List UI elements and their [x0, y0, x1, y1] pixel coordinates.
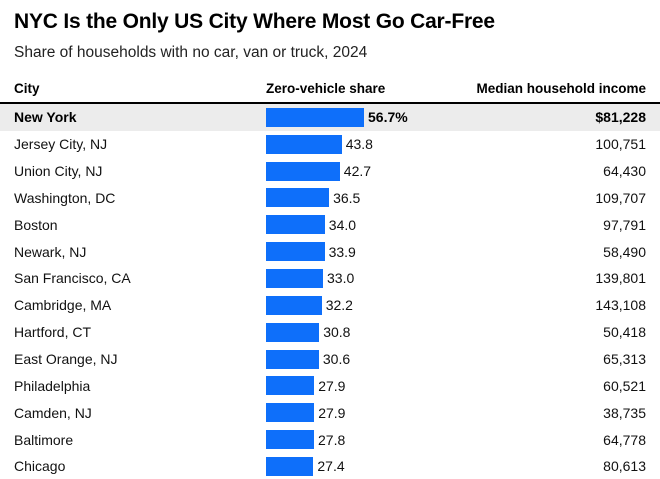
zero-vehicle-share-bar: [266, 322, 320, 342]
city-label: Baltimore: [14, 431, 74, 448]
median-income-value: 64,778: [603, 431, 646, 448]
zero-vehicle-share-bar: [266, 295, 322, 315]
zero-vehicle-share-cell: 30.8: [266, 319, 456, 346]
zero-vehicle-share-value: 33.9: [328, 243, 356, 260]
median-income-value: 65,313: [603, 351, 646, 368]
zero-vehicle-share-bar: [266, 107, 364, 127]
zero-vehicle-share-cell: 34.0: [266, 211, 456, 238]
median-income-value: 100,751: [595, 136, 646, 153]
table-row: Camden, NJ 27.9 38,735: [0, 399, 660, 426]
zero-vehicle-share-cell: 42.7: [266, 158, 456, 185]
city-label: Camden, NJ: [14, 404, 92, 421]
city-label: Cambridge, MA: [14, 297, 112, 314]
table-row: Hartford, CT 30.8 50,418: [0, 319, 660, 346]
zero-vehicle-share-cell: 27.8: [266, 426, 456, 453]
median-income-value: 38,735: [603, 404, 646, 421]
table-row: Union City, NJ 42.7 64,430: [0, 158, 660, 185]
zero-vehicle-share-bar: [266, 376, 315, 396]
chart-subtitle: Share of households with no car, van or …: [14, 44, 368, 61]
zero-vehicle-share-value: 33.0: [327, 270, 355, 287]
zero-vehicle-share-bar: [266, 456, 314, 476]
zero-vehicle-share-value: 36.5: [333, 189, 361, 206]
median-income-value: 80,613: [603, 458, 646, 475]
table-row: Baltimore 27.8 64,778: [0, 426, 660, 453]
city-label: Newark, NJ: [14, 243, 87, 260]
median-income-value: 97,791: [603, 216, 646, 233]
zero-vehicle-share-value: 27.9: [318, 404, 346, 421]
zero-vehicle-share-value: 34.0: [328, 216, 357, 233]
city-label: Philadelphia: [14, 377, 91, 394]
median-income-value: $81,228: [595, 109, 646, 126]
zero-vehicle-share-cell: 43.8: [266, 131, 456, 158]
zero-vehicle-share-bar: [266, 268, 323, 288]
zero-vehicle-share-bar: [266, 188, 330, 208]
zero-vehicle-share-value: 32.2: [325, 297, 353, 314]
zero-vehicle-share-bar: [266, 403, 315, 423]
zero-vehicle-share-value: 56.7%: [368, 109, 408, 126]
column-header-city: City: [14, 81, 40, 96]
zero-vehicle-share-cell: 56.7%: [266, 104, 456, 131]
zero-vehicle-share-bar: [266, 349, 319, 369]
median-income-value: 109,707: [595, 189, 646, 206]
zero-vehicle-share-value: 30.8: [323, 324, 351, 341]
table-row: Philadelphia 27.9 60,521: [0, 372, 660, 399]
median-income-value: 58,490: [603, 243, 646, 260]
zero-vehicle-share-cell: 33.0: [266, 265, 456, 292]
zero-vehicle-share-cell: 33.9: [266, 238, 456, 265]
zero-vehicle-share-bar: [266, 430, 314, 450]
zero-vehicle-share-cell: 30.6: [266, 346, 456, 373]
median-income-value: 60,521: [603, 377, 646, 394]
chart-title: NYC Is the Only US City Where Most Go Ca…: [14, 10, 495, 33]
median-income-value: 64,430: [603, 163, 646, 180]
zero-vehicle-share-cell: 27.9: [266, 399, 456, 426]
table-row: Washington, DC 36.5 109,707: [0, 185, 660, 212]
table-row: Boston 34.0 97,791: [0, 211, 660, 238]
zero-vehicle-share-value: 43.8: [345, 136, 373, 153]
zero-vehicle-share-value: 27.9: [318, 377, 346, 394]
column-header-zero-vehicle-share: Zero-vehicle share: [266, 81, 386, 96]
zero-vehicle-share-bar: [266, 242, 325, 262]
city-label: East Orange, NJ: [14, 351, 118, 368]
median-income-value: 143,108: [595, 297, 646, 314]
city-label: Washington, DC: [14, 189, 116, 206]
table-row: New York 56.7% $81,228: [0, 104, 660, 131]
city-label: Boston: [14, 216, 58, 233]
zero-vehicle-share-value: 42.7: [343, 163, 372, 180]
table-row: Cambridge, MA 32.2 143,108: [0, 292, 660, 319]
city-label: Chicago: [14, 458, 66, 475]
zero-vehicle-share-cell: 27.4: [266, 453, 456, 479]
median-income-value: 139,801: [595, 270, 646, 287]
city-label: Hartford, CT: [14, 324, 92, 341]
zero-vehicle-share-bar: [266, 215, 325, 235]
zero-vehicle-share-cell: 32.2: [266, 292, 456, 319]
zero-vehicle-share-bar: [266, 134, 342, 154]
table-row: San Francisco, CA 33.0 139,801: [0, 265, 660, 292]
table-body: New York 56.7% $81,228 Jersey City, NJ 43.8 1…: [0, 104, 660, 479]
table-row: Newark, NJ 33.9 58,490: [0, 238, 660, 265]
table-row: East Orange, NJ 30.6 65,313: [0, 346, 660, 373]
table-row: Jersey City, NJ 43.8 100,751: [0, 131, 660, 158]
zero-vehicle-share-cell: 27.9: [266, 372, 456, 399]
city-label: Union City, NJ: [14, 163, 103, 180]
city-label: Jersey City, NJ: [14, 136, 108, 153]
zero-vehicle-share-bar: [266, 161, 340, 181]
zero-vehicle-share-value: 27.8: [318, 431, 346, 448]
city-label: New York: [14, 109, 77, 126]
zero-vehicle-share-value: 30.6: [322, 351, 351, 368]
table-row: Chicago 27.4 80,613: [0, 453, 660, 479]
column-header-median-household-income: Median household income: [476, 81, 646, 96]
zero-vehicle-share-cell: 36.5: [266, 185, 456, 212]
median-income-value: 50,418: [603, 324, 646, 341]
city-label: San Francisco, CA: [14, 270, 131, 287]
zero-vehicle-share-value: 27.4: [317, 458, 345, 475]
column-header-row: City Zero-vehicle share Median household…: [0, 81, 660, 104]
